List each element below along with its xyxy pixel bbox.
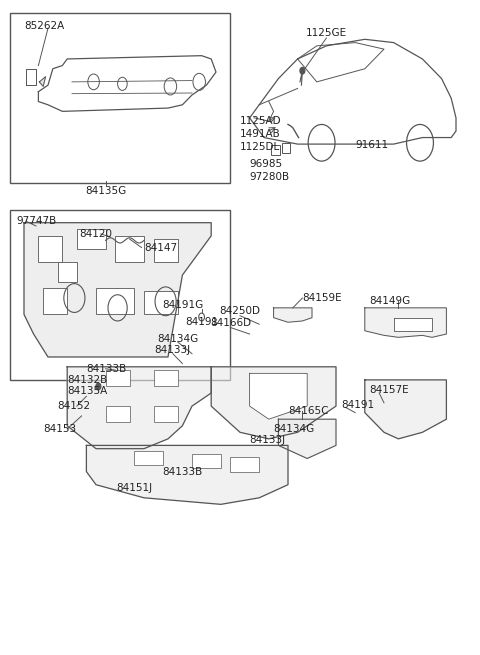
Polygon shape (39, 77, 46, 86)
Text: 1125GE: 1125GE (306, 28, 347, 38)
Bar (154, 370, 178, 386)
Text: 84133B: 84133B (86, 364, 127, 374)
Text: 96985: 96985 (250, 159, 283, 169)
Bar (192, 454, 221, 468)
Text: 84250D: 84250D (219, 306, 261, 316)
Text: 84159E: 84159E (302, 293, 342, 303)
Text: 84166D: 84166D (210, 318, 251, 328)
Text: 84133B: 84133B (162, 466, 203, 477)
Bar (96, 288, 134, 314)
Bar (106, 406, 130, 422)
Bar (144, 291, 178, 314)
Polygon shape (211, 367, 336, 439)
Text: 84191G: 84191G (162, 299, 203, 310)
Bar (134, 451, 163, 465)
Text: 1491AB: 1491AB (240, 129, 281, 140)
Text: 97280B: 97280B (250, 172, 290, 182)
Polygon shape (365, 308, 446, 337)
Polygon shape (24, 223, 211, 357)
Text: 84134G: 84134G (274, 424, 315, 434)
Bar (106, 370, 130, 386)
Polygon shape (250, 373, 307, 419)
Text: 84157E: 84157E (370, 384, 409, 395)
Bar (282, 143, 290, 153)
Bar (10, 210, 230, 380)
Text: 84147: 84147 (144, 242, 177, 253)
Text: 84191: 84191 (185, 317, 218, 328)
Bar (10, 13, 230, 183)
Bar (271, 145, 280, 155)
Polygon shape (394, 318, 432, 331)
Text: 84151J: 84151J (116, 483, 153, 493)
Text: 84191: 84191 (341, 400, 374, 410)
Text: 84165C: 84165C (288, 406, 328, 417)
Text: 84120: 84120 (79, 229, 112, 239)
Bar (115, 236, 144, 262)
Polygon shape (278, 419, 336, 458)
Polygon shape (365, 380, 446, 439)
Text: 91611: 91611 (355, 140, 388, 151)
Text: 84135A: 84135A (67, 386, 108, 396)
Text: 84153: 84153 (43, 424, 76, 434)
Text: 1125DL: 1125DL (240, 142, 280, 153)
Polygon shape (86, 445, 288, 504)
Text: 97747B: 97747B (17, 216, 57, 227)
Bar (230, 457, 259, 472)
Bar (77, 229, 106, 249)
Text: 84133J: 84133J (155, 345, 191, 356)
Text: 84135G: 84135G (85, 186, 126, 196)
Text: 84134G: 84134G (157, 334, 198, 345)
Bar (58, 262, 77, 282)
Bar (154, 406, 178, 422)
Polygon shape (67, 367, 211, 449)
Text: 85262A: 85262A (24, 21, 64, 31)
Bar (154, 239, 178, 262)
Text: 84132B: 84132B (67, 375, 108, 385)
Text: 84133J: 84133J (250, 435, 286, 445)
Circle shape (300, 67, 305, 74)
Bar (43, 288, 67, 314)
Bar (38, 236, 62, 262)
Polygon shape (274, 308, 312, 322)
Text: 1125AD: 1125AD (240, 116, 282, 126)
Text: 84149G: 84149G (370, 296, 411, 307)
Circle shape (96, 383, 101, 390)
Text: 84152: 84152 (58, 401, 91, 411)
